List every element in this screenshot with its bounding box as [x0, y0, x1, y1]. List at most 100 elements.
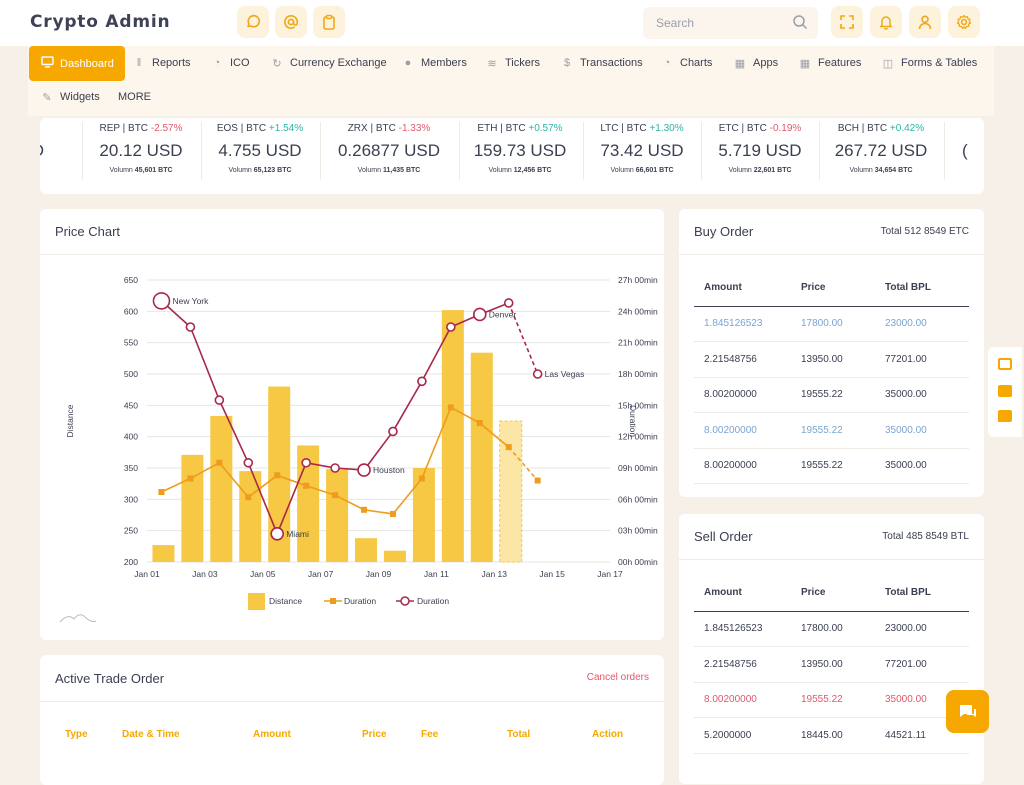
bar [355, 538, 378, 562]
y2-tick-label: 27h 00min [618, 275, 658, 285]
nav-item-currency-exchange[interactable]: ↻ Currency Exchange [270, 46, 386, 80]
buy-order-title: Buy Order [694, 224, 754, 239]
cancel-orders-link[interactable]: Cancel orders [586, 672, 649, 683]
data-point [274, 472, 281, 479]
series-line-segment [421, 326, 452, 382]
nav-item-more[interactable]: MORE [118, 91, 151, 103]
bar [152, 545, 175, 562]
series-line-segment [190, 462, 220, 480]
dollar-icon: $ [563, 57, 571, 69]
table-row[interactable]: 8.00200000 19555.22 35000.00 [694, 682, 969, 718]
clipboard-icon[interactable] [313, 6, 345, 38]
nav-item-transactions[interactable]: $ Transactions [560, 46, 643, 80]
data-point [503, 298, 514, 308]
data-point [389, 510, 396, 517]
y2-tick-label: 00h 00min [618, 557, 658, 567]
x-tick-label: Jan 13 [481, 569, 507, 579]
series-line-segment [392, 380, 423, 432]
nav-item-widgets[interactable]: ✎ Widgets [40, 80, 99, 114]
table-cell-total: 35000.00 [885, 448, 969, 484]
column-header: Price [801, 270, 885, 307]
nav-item-forms-tables[interactable]: ◫ Forms & Tables [882, 57, 978, 70]
legend-label: Distance [269, 596, 302, 606]
chat-icon[interactable] [237, 6, 269, 38]
bell-icon[interactable] [870, 6, 902, 38]
nav-item-apps[interactable]: ▦ Apps [734, 57, 779, 70]
buy-order-table: Amount Price Total BPL 1.845126523 17800.… [694, 270, 969, 484]
data-point [152, 292, 171, 310]
series-line-segment [450, 406, 481, 424]
data-point [243, 457, 254, 468]
monitor-icon [40, 56, 54, 71]
wallet-icon[interactable] [998, 358, 1012, 370]
sell-order-card: Sell Order Total 485 8549 BTL Amount Pri… [679, 514, 984, 784]
side-quick-panel [988, 347, 1022, 437]
bar [412, 468, 435, 562]
y2-tick-label: 03h 00min [618, 526, 658, 536]
column-header: Total BPL [885, 270, 969, 307]
nav-item-tickers[interactable]: ≋ Tickers [485, 46, 540, 80]
x-tick-label: Jan 01 [134, 569, 160, 579]
table-cell-amount: 8.00200000 [694, 377, 801, 413]
exchange-icon: ↻ [272, 57, 282, 70]
nav-item-features[interactable]: ▦ Features [799, 57, 862, 70]
chat-button[interactable] [946, 690, 989, 733]
ticker-strip: D REP | BTC -2.57% 20.12 USD Volumn 45,6… [40, 118, 984, 194]
nav-item-reports[interactable]: ‖ Reports [132, 46, 191, 80]
ticker-item[interactable]: ETH | BTC +0.57% 159.73 USD Volumn 12,45… [473, 123, 567, 174]
bar [383, 550, 406, 562]
table-cell-amount: 1.845126523 [694, 306, 801, 342]
data-point [388, 426, 398, 437]
table-row[interactable]: 1.845126523 17800.00 23000.00 [694, 611, 969, 647]
message-icon[interactable] [998, 410, 1012, 422]
search-box[interactable] [643, 7, 818, 39]
bar [210, 415, 233, 562]
legend-label: Duration [417, 596, 449, 606]
data-point [187, 475, 194, 482]
data-point [417, 376, 427, 387]
table-row[interactable]: 8.00200000 19555.22 35000.00 [694, 377, 969, 413]
data-point [270, 526, 285, 541]
ticker-item[interactable]: BCH | BTC +0.42% 267.72 USD Volumn 34,65… [834, 123, 928, 174]
sell-order-total: Total 485 8549 BTL [882, 531, 969, 542]
table-row[interactable]: 8.00200000 19555.22 35000.00 [694, 448, 969, 484]
user-icon[interactable] [909, 6, 941, 38]
column-header: Amount [253, 729, 291, 740]
column-header: Total BPL [885, 575, 969, 612]
search-icon[interactable] [792, 14, 808, 33]
app-logo[interactable]: Crypto Admin [30, 12, 171, 32]
table-row[interactable]: 1.845126523 17800.00 23000.00 [694, 306, 969, 342]
table-row[interactable]: 8.00200000 19555.22 35000.00 [694, 412, 969, 449]
table-cell-amount: 1.845126523 [694, 611, 801, 647]
y-tick-label: 550 [124, 338, 138, 348]
column-header: Total [507, 729, 531, 740]
series-line-segment [306, 461, 336, 469]
series-line-segment [421, 407, 452, 479]
search-input[interactable] [656, 16, 786, 30]
at-icon[interactable] [275, 6, 307, 38]
ticker-item[interactable]: LTC | BTC +1.30% 73.42 USD Volumn 66,601… [600, 123, 684, 174]
bar [441, 310, 464, 562]
table-row[interactable]: 2.21548756 13950.00 77201.00 [694, 341, 969, 378]
sell-order-table: Amount Price Total BPL 1.845126523 17800.… [694, 575, 969, 754]
fullscreen-icon[interactable] [831, 6, 863, 38]
ticker-item[interactable]: ZRX | BTC -1.33% 0.26877 USD Volumn 11,4… [337, 123, 441, 174]
image-icon[interactable] [998, 385, 1012, 397]
nav-item-members[interactable]: ● Members [401, 46, 467, 80]
ticker-item[interactable]: EOS | BTC +1.54% 4.755 USD Volumn 65,123… [216, 123, 304, 174]
nav-item-ico[interactable]: ◔ ICO [210, 46, 250, 80]
ticker-partial-left: D [40, 118, 46, 194]
chat-bubble-icon [959, 704, 976, 717]
nav-item-dashboard[interactable]: Dashboard [29, 46, 125, 81]
gear-icon[interactable] [948, 6, 980, 38]
table-row[interactable]: 2.21548756 13950.00 77201.00 [694, 646, 969, 683]
data-point [361, 506, 368, 513]
table-cell-price: 17800.00 [801, 306, 885, 342]
main-nav: Dashboard ‖ Reports ◔ ICO ↻ Currency Exchan… [28, 46, 994, 116]
nav-item-charts[interactable]: ◔ Charts [660, 46, 713, 80]
bar [499, 420, 523, 563]
table-cell-amount: 8.00200000 [694, 412, 801, 449]
table-row[interactable]: 5.2000000 18445.00 44521.11 [694, 717, 969, 754]
ticker-item[interactable]: ETC | BTC -0.19% 5.719 USD Volumn 22,601… [718, 123, 802, 174]
ticker-item[interactable]: REP | BTC -2.57% 20.12 USD Volumn 45,601… [99, 123, 183, 174]
